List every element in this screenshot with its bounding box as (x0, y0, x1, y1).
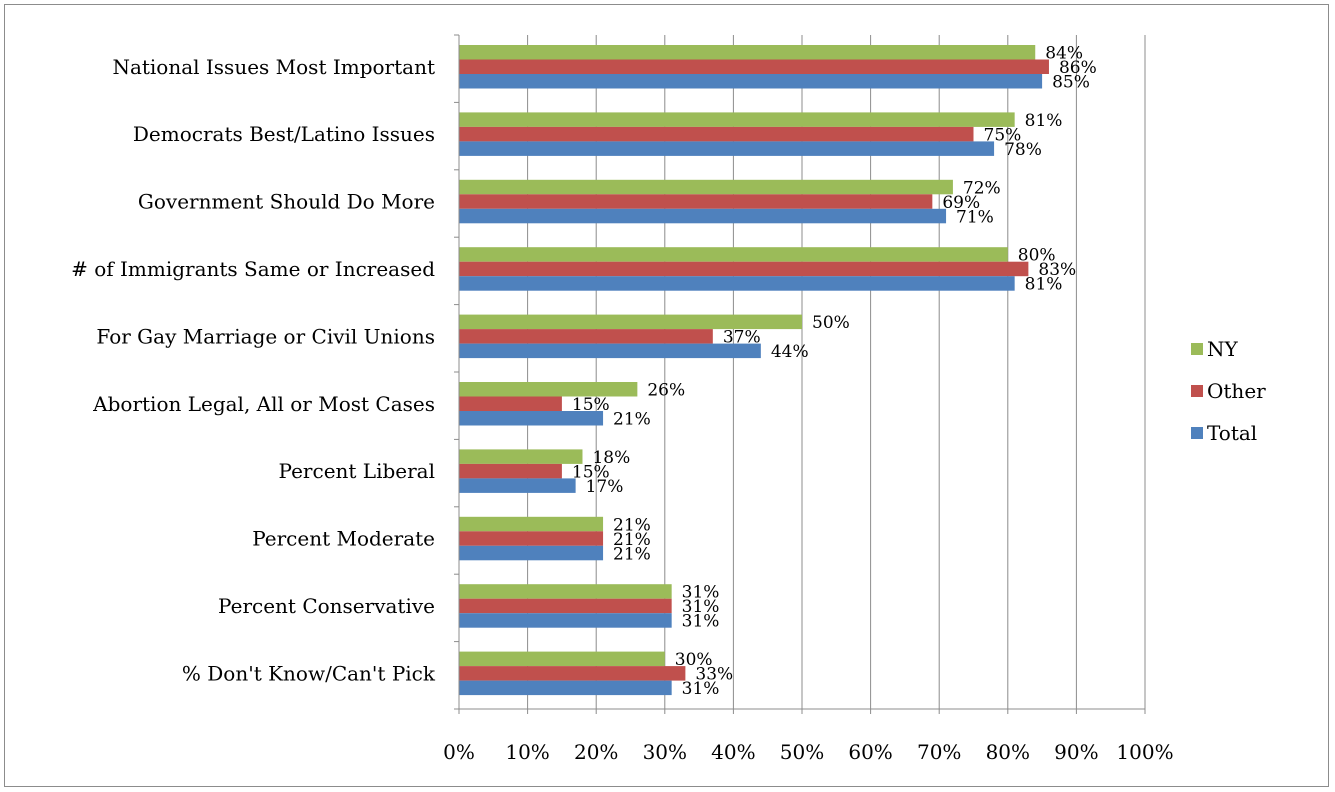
data-label: 18% (592, 448, 630, 468)
data-label: 85% (1052, 73, 1090, 93)
category-label: Percent Moderate (252, 527, 435, 551)
legend-label-other: Other (1207, 379, 1266, 403)
data-label: 44% (771, 342, 809, 362)
data-label: 31% (682, 679, 720, 699)
bar-total (459, 411, 604, 426)
x-tick-label: 100% (1116, 740, 1173, 764)
x-tick-label: 50% (780, 740, 824, 764)
data-label: 83% (1038, 260, 1076, 280)
data-label: 26% (647, 381, 685, 401)
x-tick-label: 60% (848, 740, 892, 764)
bar-ny (459, 382, 638, 397)
bar-ny (459, 651, 665, 667)
data-label: 21% (613, 515, 651, 535)
legend-label-ny: NY (1207, 337, 1239, 361)
x-tick-label: 70% (917, 740, 961, 764)
bar-total (459, 141, 995, 156)
bar-ny (459, 314, 802, 330)
bar-total (459, 613, 672, 628)
bar-total (459, 208, 947, 224)
bar-total (459, 478, 576, 493)
bar-other (459, 194, 933, 209)
data-label: 30% (675, 650, 713, 670)
category-label: Government Should Do More (138, 190, 435, 214)
data-label: 15% (572, 462, 610, 482)
bar-ny (459, 584, 672, 599)
bar-total (459, 343, 761, 359)
data-label: 17% (586, 477, 624, 497)
category-label: % Don't Know/Can't Pick (182, 661, 436, 685)
data-label: 72% (963, 178, 1001, 198)
bar-other (459, 396, 562, 411)
data-label: 31% (682, 597, 720, 617)
legend-swatch-total (1191, 427, 1203, 439)
data-label: 21% (613, 530, 651, 550)
bar-other (459, 126, 974, 142)
category-label: For Gay Marriage or Civil Unions (96, 324, 435, 348)
bar-other (459, 463, 562, 479)
bar-ny (459, 516, 604, 532)
category-label: Democrats Best/Latino Issues (133, 122, 435, 146)
bar-ny (459, 45, 1036, 60)
category-label: Abortion Legal, All or Most Cases (92, 392, 435, 416)
data-label: 69% (942, 193, 980, 213)
category-label: Percent Conservative (218, 594, 435, 618)
bar-total (459, 545, 604, 561)
x-tick-label: 10% (505, 740, 549, 764)
x-tick-label: 80% (986, 740, 1030, 764)
bar-other (459, 598, 672, 614)
data-label: 33% (695, 665, 733, 685)
data-label: 21% (613, 410, 651, 430)
bar-other (459, 261, 1029, 277)
bar-ny (459, 112, 1015, 127)
data-label: 81% (1025, 111, 1063, 131)
x-tick-label: 0% (443, 740, 475, 764)
chart-frame: 84% 86% 85% National Issues Most Important 8… (4, 4, 1329, 787)
bar-other (459, 531, 604, 546)
x-tick-label: 30% (643, 740, 687, 764)
data-label: 21% (613, 544, 651, 564)
legend-label-total: Total (1207, 421, 1257, 445)
bar-other (459, 329, 713, 344)
data-label: 37% (723, 328, 761, 348)
legend-swatch-ny (1191, 343, 1203, 355)
bar-ny (459, 247, 1008, 262)
x-tick-label: 40% (711, 740, 755, 764)
data-label: 31% (682, 583, 720, 603)
data-label: 78% (1004, 140, 1042, 160)
bar-total (459, 680, 672, 696)
bar-ny (459, 449, 583, 464)
data-label: 80% (1018, 246, 1056, 266)
bar-other (459, 666, 686, 681)
data-label: 86% (1059, 58, 1097, 78)
data-label: 31% (682, 612, 720, 632)
bar-total (459, 276, 1015, 291)
data-label: 81% (1025, 275, 1063, 295)
x-tick-label: 90% (1054, 740, 1098, 764)
category-label: Percent Liberal (279, 459, 435, 483)
data-label: 50% (812, 313, 850, 333)
x-tick-label: 20% (574, 740, 618, 764)
category-label: National Issues Most Important (112, 55, 435, 79)
category-label: # of Immigrants Same or Increased (71, 257, 435, 281)
bar-chart: 84%86%85% National Issues Most Important 8… (71, 34, 1266, 764)
data-label: 75% (984, 125, 1022, 145)
legend-swatch-other (1191, 385, 1203, 397)
data-label: 84% (1045, 44, 1083, 64)
data-label: 71% (956, 207, 994, 227)
bar-other (459, 59, 1049, 74)
bar-total (459, 74, 1043, 89)
data-label: 15% (572, 395, 610, 415)
bar-ny (459, 179, 953, 195)
